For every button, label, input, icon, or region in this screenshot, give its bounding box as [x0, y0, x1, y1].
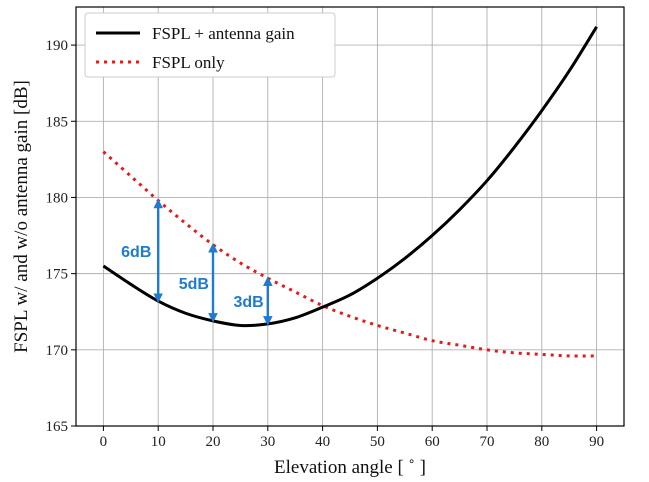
y-tick-label: 180	[46, 190, 69, 206]
annotations: 6dB 5dB 3dB	[121, 198, 273, 326]
x-tick-label: 70	[480, 434, 495, 450]
x-tick-label: 40	[315, 434, 330, 450]
series-layer	[102, 26, 598, 358]
annotation-label-2: 3dB	[234, 294, 264, 311]
x-tick-label: 80	[534, 434, 549, 450]
y-tick-label: 175	[46, 267, 69, 283]
x-tick-label: 30	[260, 434, 275, 450]
x-tick-label: 10	[151, 434, 166, 450]
y-tick-label: 185	[46, 114, 69, 130]
x-tick-label: 0	[100, 434, 108, 450]
legend: FSPL + antenna gain FSPL only	[84, 12, 336, 78]
x-axis-label: Elevation angle [ ˚ ]	[274, 457, 426, 478]
ticks: 0 10 20 30 40 50 60 70 80 90 165 170 175 180 185 190	[46, 38, 605, 450]
x-tick-label: 50	[370, 434, 385, 450]
x-tick-label: 60	[425, 434, 440, 450]
x-tick-label: 90	[589, 434, 604, 450]
annotation-label-0: 6dB	[121, 244, 151, 261]
y-tick-label: 190	[46, 38, 69, 54]
legend-box	[84, 12, 336, 78]
y-axis-label: FSPL w/ and w/o antenna gain [dB]	[11, 80, 32, 353]
annotation-label-1: 5dB	[179, 276, 209, 293]
plot-frame	[75, 6, 625, 427]
legend-label-fspl-antenna: FSPL + antenna gain	[152, 24, 295, 43]
y-tick-label: 170	[46, 343, 69, 359]
legend-label-fspl-only: FSPL only	[152, 53, 225, 72]
x-tick-label: 20	[206, 434, 221, 450]
series-line-0	[102, 26, 598, 328]
y-tick-label: 165	[46, 419, 69, 435]
series-line-1	[102, 150, 597, 358]
